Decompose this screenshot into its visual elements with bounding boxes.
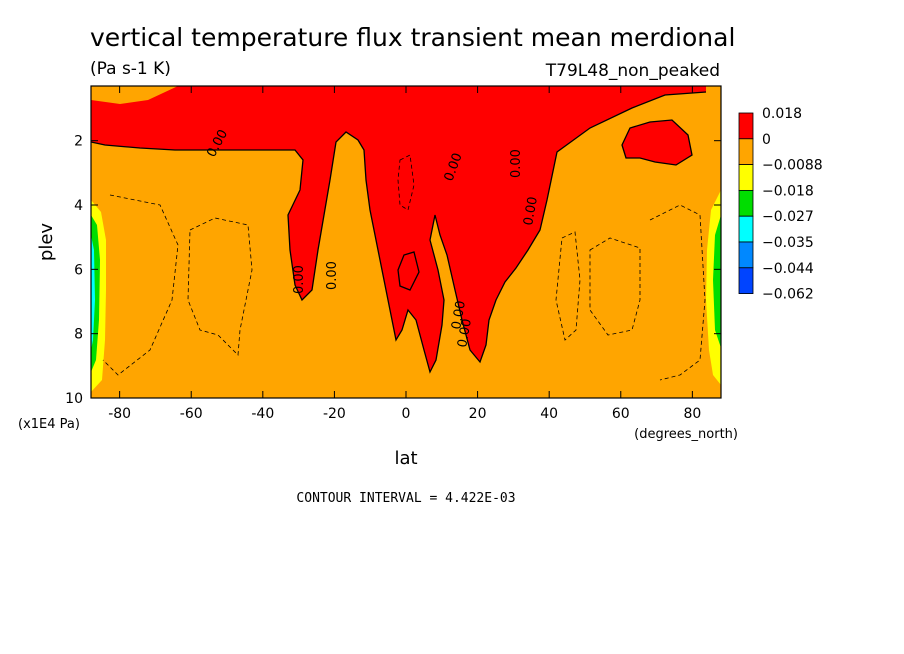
y-axis-label: plev: [36, 223, 57, 262]
x-axis: -80 -60 -40 -20 0 20 40 60 80: [108, 86, 701, 422]
colorbar-swatch: [738, 138, 754, 166]
negative-contour-lines: [102, 154, 706, 381]
zero-contour-lines: [91, 91, 707, 374]
colorbar-label: 0.018: [762, 106, 802, 122]
colorbar-label: −0.027: [762, 209, 814, 225]
colorbar-swatch: [738, 112, 754, 140]
colorbar-label: 0: [762, 132, 771, 148]
contour-label: 0.00: [292, 265, 307, 294]
contour-label: 0.00: [455, 318, 475, 349]
x-tick-label: -20: [323, 406, 346, 422]
y-axis-units: (x1E4 Pa): [18, 417, 80, 432]
x-tick-label: -80: [108, 406, 131, 422]
y-tick-label: 4: [74, 198, 83, 214]
x-tick-label: 60: [612, 406, 630, 422]
x-axis-units: (degrees_north): [634, 427, 738, 442]
negative-region-north-pole-core: [713, 215, 721, 348]
filled-regions: [91, 86, 721, 392]
contour-label: 0.00: [509, 149, 524, 178]
x-tick-label: 40: [540, 406, 558, 422]
colorbar: 0.018 0 −0.0088 −0.018 −0.027 −0.035 −0.044 −0.…: [738, 106, 823, 303]
colorbar-swatch: [738, 241, 754, 269]
negative-region-south-pole-min: [91, 235, 95, 350]
y-axis: 2 4 6 8 10: [65, 134, 721, 407]
colorbar-label: −0.035: [762, 235, 814, 251]
y-tick-label: 10: [65, 391, 83, 407]
x-tick-label: 20: [469, 406, 487, 422]
x-tick-label: 0: [402, 406, 411, 422]
colorbar-label: −0.0088: [762, 158, 823, 174]
colorbar-swatch: [738, 164, 754, 191]
colorbar-swatch: [738, 215, 754, 243]
y-tick-label: 8: [74, 327, 83, 343]
colorbar-label: −0.018: [762, 183, 814, 199]
x-tick-label: -40: [251, 406, 274, 422]
positive-region-polar-cap: [622, 120, 692, 165]
contour-label: 0.00: [521, 196, 541, 227]
positive-region-equatorial: [398, 252, 419, 290]
dataset-label: T79L48_non_peaked: [545, 61, 720, 81]
x-tick-label: 80: [683, 406, 701, 422]
chart-units: (Pa s-1 K): [90, 59, 171, 79]
x-tick-label: -60: [180, 406, 203, 422]
contour-interval-note: CONTOUR INTERVAL = 4.422E-03: [296, 491, 515, 506]
colorbar-label: −0.044: [762, 261, 814, 277]
colorbar-label: −0.062: [762, 287, 814, 303]
y-tick-label: 6: [74, 262, 83, 278]
colorbar-swatch: [738, 267, 754, 294]
plot-area: 0.00 0.00 0.00 0.00 0.00 0.00 0.00 0.00: [90, 85, 722, 399]
x-axis-label: lat: [394, 448, 417, 469]
contour-label: 0.00: [449, 300, 469, 331]
y-tick-label: 2: [74, 134, 83, 150]
colorbar-swatch: [738, 189, 754, 217]
positive-region-upper: [91, 86, 706, 372]
contour-label: 0.00: [325, 261, 340, 290]
chart-title: vertical temperature flux transient mean…: [90, 23, 735, 52]
